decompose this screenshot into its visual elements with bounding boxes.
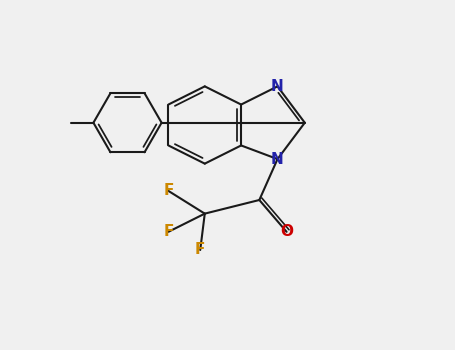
Text: N: N (271, 79, 284, 94)
Text: N: N (271, 152, 284, 167)
Text: F: F (195, 243, 205, 258)
Text: F: F (163, 183, 174, 198)
Text: F: F (163, 224, 174, 239)
Text: O: O (280, 224, 293, 239)
